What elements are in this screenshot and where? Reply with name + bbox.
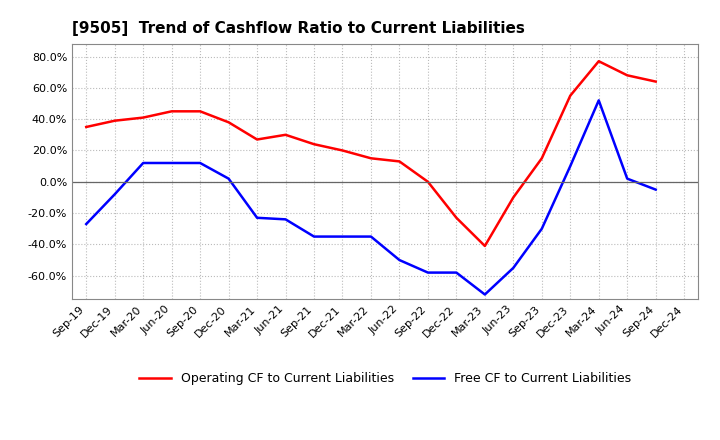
Free CF to Current Liabilities xyxy=(167,160,176,165)
Operating CF to Current Liabilities xyxy=(167,109,176,114)
Free CF to Current Liabilities xyxy=(480,292,489,297)
Operating CF to Current Liabilities xyxy=(282,132,290,137)
Free CF to Current Liabilities xyxy=(225,176,233,181)
Free CF to Current Liabilities xyxy=(537,226,546,231)
Free CF to Current Liabilities xyxy=(423,270,432,275)
Line: Operating CF to Current Liabilities: Operating CF to Current Liabilities xyxy=(86,61,656,246)
Free CF to Current Liabilities xyxy=(282,217,290,222)
Free CF to Current Liabilities xyxy=(509,265,518,271)
Operating CF to Current Liabilities xyxy=(225,120,233,125)
Operating CF to Current Liabilities xyxy=(253,137,261,142)
Free CF to Current Liabilities xyxy=(452,270,461,275)
Free CF to Current Liabilities xyxy=(366,234,375,239)
Free CF to Current Liabilities xyxy=(139,160,148,165)
Operating CF to Current Liabilities xyxy=(366,156,375,161)
Operating CF to Current Liabilities xyxy=(110,118,119,123)
Legend: Operating CF to Current Liabilities, Free CF to Current Liabilities: Operating CF to Current Liabilities, Fre… xyxy=(135,367,636,390)
Operating CF to Current Liabilities xyxy=(452,215,461,220)
Operating CF to Current Liabilities xyxy=(537,156,546,161)
Free CF to Current Liabilities xyxy=(253,215,261,220)
Line: Free CF to Current Liabilities: Free CF to Current Liabilities xyxy=(86,100,656,294)
Free CF to Current Liabilities xyxy=(652,187,660,192)
Free CF to Current Liabilities xyxy=(82,221,91,227)
Free CF to Current Liabilities xyxy=(566,164,575,169)
Operating CF to Current Liabilities xyxy=(395,159,404,164)
Operating CF to Current Liabilities xyxy=(480,243,489,249)
Operating CF to Current Liabilities xyxy=(623,73,631,78)
Free CF to Current Liabilities xyxy=(196,160,204,165)
Free CF to Current Liabilities xyxy=(310,234,318,239)
Operating CF to Current Liabilities xyxy=(509,195,518,200)
Operating CF to Current Liabilities xyxy=(139,115,148,120)
Operating CF to Current Liabilities xyxy=(595,59,603,64)
Operating CF to Current Liabilities xyxy=(566,93,575,98)
Free CF to Current Liabilities xyxy=(110,192,119,197)
Text: [9505]  Trend of Cashflow Ratio to Current Liabilities: [9505] Trend of Cashflow Ratio to Curren… xyxy=(72,21,525,36)
Free CF to Current Liabilities xyxy=(395,257,404,263)
Operating CF to Current Liabilities xyxy=(310,142,318,147)
Free CF to Current Liabilities xyxy=(338,234,347,239)
Operating CF to Current Liabilities xyxy=(82,125,91,130)
Operating CF to Current Liabilities xyxy=(196,109,204,114)
Operating CF to Current Liabilities xyxy=(423,179,432,184)
Operating CF to Current Liabilities xyxy=(338,148,347,153)
Free CF to Current Liabilities xyxy=(595,98,603,103)
Free CF to Current Liabilities xyxy=(623,176,631,181)
Operating CF to Current Liabilities xyxy=(652,79,660,84)
